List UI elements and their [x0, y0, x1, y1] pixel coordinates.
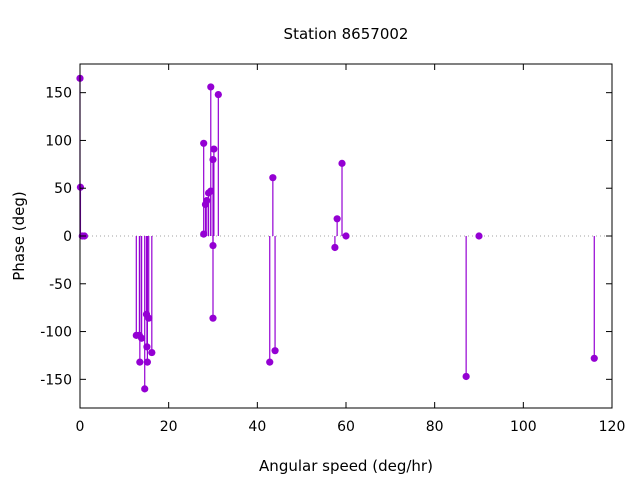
chart-title: Station 8657002: [284, 25, 409, 43]
data-point: [203, 197, 211, 205]
data-point: [148, 348, 156, 357]
data-point: [200, 139, 208, 147]
x-tick-label: 80: [426, 419, 444, 435]
data-marks: [76, 74, 598, 393]
data-point: [462, 372, 470, 381]
y-tick-label: 0: [63, 229, 72, 245]
data-point: [269, 174, 277, 182]
y-tick-label: 100: [45, 133, 72, 149]
data-point: [207, 83, 215, 91]
data-point: [214, 90, 222, 99]
x-tick-label: 20: [160, 419, 178, 435]
data-point: [210, 145, 218, 153]
data-point: [136, 358, 144, 366]
data-point: [145, 314, 153, 322]
data-point: [342, 232, 350, 240]
data-point: [333, 215, 341, 223]
x-tick-label: 100: [510, 419, 537, 435]
x-tick-label: 120: [599, 419, 626, 435]
data-point: [209, 155, 217, 164]
y-tick-label: -100: [40, 325, 72, 341]
x-tick-label: 0: [76, 419, 85, 435]
data-point: [271, 347, 279, 355]
data-point: [143, 358, 151, 366]
data-point: [266, 358, 274, 366]
x-axis-label: Angular speed (deg/hr): [259, 457, 433, 475]
x-tick-label: 40: [248, 419, 266, 435]
y-tick-label: -150: [40, 372, 72, 388]
y-axis-label: Phase (deg): [10, 191, 28, 281]
data-point: [209, 314, 217, 322]
data-point: [138, 334, 146, 342]
y-tick-label: -50: [49, 277, 72, 293]
y-tick-label: 50: [54, 181, 72, 197]
data-point: [475, 232, 483, 240]
data-point: [338, 159, 346, 167]
axes: 0 20 40 60 80 100 120 -150 -100 -50 0 50 100 150: [40, 63, 626, 435]
data-point: [331, 243, 339, 252]
y-tick-label: 150: [45, 86, 72, 102]
data-point: [141, 385, 149, 393]
data-point: [590, 354, 598, 362]
x-tick-label: 60: [337, 419, 355, 435]
